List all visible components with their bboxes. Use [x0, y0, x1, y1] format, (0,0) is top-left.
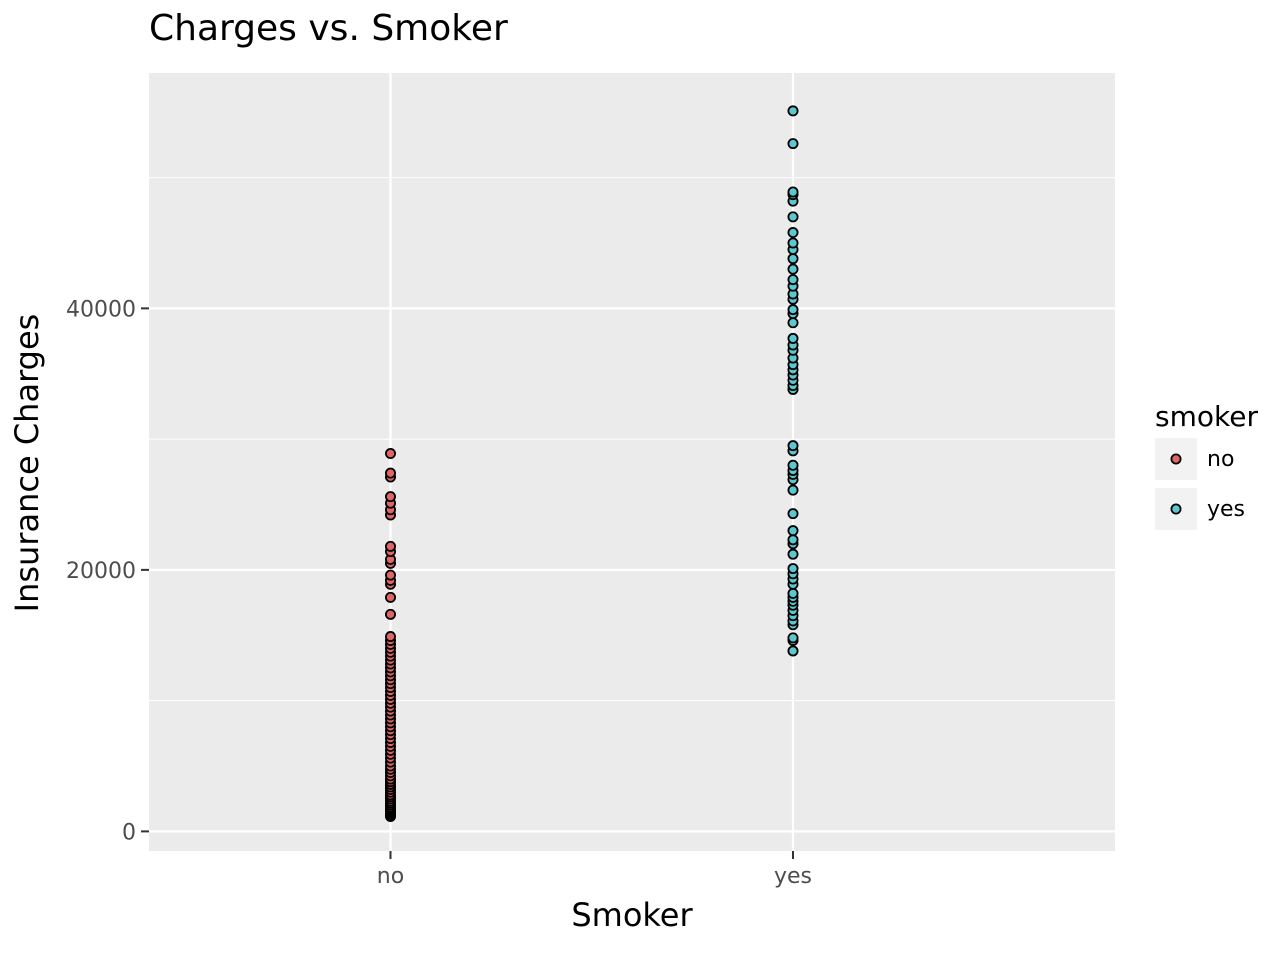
data-point-no — [384, 608, 396, 620]
legend: smoker no yes — [1155, 400, 1258, 530]
data-point-yes — [787, 211, 799, 223]
data-point-no — [384, 491, 396, 503]
x-tick-label: no — [377, 864, 404, 889]
y-tick-label: 40000 — [66, 297, 136, 322]
data-point-yes — [787, 263, 799, 275]
data-point-yes — [787, 632, 799, 644]
data-point-yes — [787, 227, 799, 239]
data-point-yes — [787, 317, 799, 329]
legend-key-no — [1170, 453, 1182, 465]
data-point-yes — [787, 548, 799, 560]
data-point-yes — [787, 138, 799, 150]
data-points — [384, 105, 799, 822]
data-point-yes — [787, 186, 799, 198]
x-tick-label: yes — [774, 864, 812, 889]
x-axis-title: Smoker — [571, 896, 693, 934]
data-point-yes — [787, 508, 799, 520]
grid-lines — [149, 73, 1115, 851]
data-point-yes — [787, 525, 799, 537]
data-point-yes — [787, 304, 799, 316]
data-point-no — [384, 448, 396, 460]
y-tick-label: 0 — [122, 820, 136, 845]
data-point-yes — [787, 332, 799, 344]
legend-label-no: no — [1207, 447, 1234, 472]
data-point-no — [384, 569, 396, 581]
data-point-no — [384, 467, 396, 479]
data-point-yes — [787, 253, 799, 265]
data-point-yes — [787, 484, 799, 496]
axes: 0 20000 40000 no yes — [66, 297, 812, 889]
data-point-no — [384, 540, 396, 552]
legend-label-yes: yes — [1207, 497, 1245, 522]
data-point-yes — [787, 563, 799, 575]
chart-title: Charges vs. Smoker — [149, 8, 508, 49]
legend-title: smoker — [1155, 400, 1258, 433]
legend-key-yes — [1170, 503, 1182, 515]
data-point-yes — [787, 645, 799, 657]
data-point-yes — [787, 237, 799, 249]
y-axis-title: Insurance Charges — [8, 314, 46, 613]
data-point-yes — [787, 459, 799, 471]
data-point-no — [384, 631, 396, 643]
data-point-yes — [787, 440, 799, 452]
data-point-yes — [787, 534, 799, 546]
data-point-yes — [787, 105, 799, 117]
data-point-yes — [787, 274, 799, 286]
legend-entries: no yes — [1155, 438, 1245, 530]
data-point-yes — [787, 587, 799, 599]
data-point-no — [384, 591, 396, 603]
y-tick-label: 20000 — [66, 559, 136, 584]
plot-panel — [149, 73, 1115, 851]
